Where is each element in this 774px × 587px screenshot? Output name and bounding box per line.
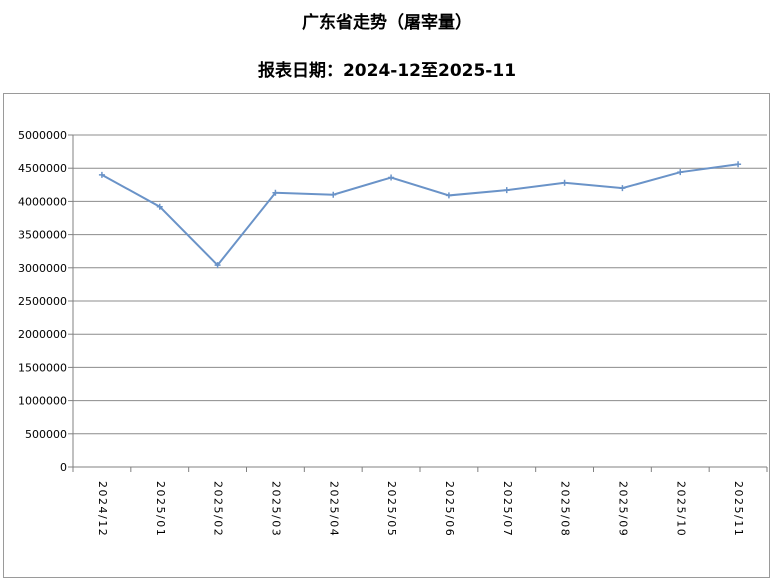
data-point	[735, 161, 742, 168]
y-tick-label: 500000	[25, 428, 67, 441]
x-tick-label: 2025/01	[154, 481, 167, 537]
data-point	[214, 262, 221, 269]
x-tick-label: 2024/12	[96, 481, 109, 537]
data-point	[677, 169, 684, 176]
y-tick-label: 1000000	[18, 395, 67, 408]
x-tick-label: 2025/03	[269, 481, 282, 537]
data-point	[330, 191, 337, 198]
data-point	[561, 179, 568, 186]
data-point	[503, 187, 510, 194]
data-point	[272, 189, 279, 196]
y-tick-label: 0	[60, 461, 67, 474]
y-tick-label: 2500000	[18, 295, 67, 308]
x-tick-label: 2025/09	[616, 481, 629, 537]
data-point	[156, 203, 163, 210]
y-tick-label: 4500000	[18, 162, 67, 175]
x-tick-label: 2025/04	[327, 481, 340, 537]
y-tick-label: 5000000	[18, 129, 67, 142]
chart-title: 广东省走势（屠宰量）	[302, 13, 472, 33]
chart-area-frame	[3, 93, 770, 578]
y-tick-label: 3000000	[18, 262, 67, 275]
data-point	[98, 171, 105, 178]
x-tick-label: 2025/11	[732, 481, 745, 537]
y-tick-label: 3500000	[18, 229, 67, 242]
x-tick-label: 2025/05	[385, 481, 398, 537]
y-tick-label: 1500000	[18, 361, 67, 374]
x-tick-label: 2025/06	[443, 481, 456, 537]
x-tick-label: 2025/07	[501, 481, 514, 537]
series-line	[101, 163, 739, 267]
chart-subtitle: 报表日期：2024-12至2025-11	[257, 61, 517, 81]
y-tick-label: 2000000	[18, 328, 67, 341]
x-tick-label: 2025/02	[212, 481, 225, 537]
x-tick-label: 2025/10	[674, 481, 687, 537]
data-point	[619, 185, 626, 192]
x-tick-label: 2025/08	[559, 481, 572, 537]
data-point	[388, 174, 395, 181]
y-tick-label: 4000000	[18, 195, 67, 208]
data-point	[445, 192, 452, 199]
